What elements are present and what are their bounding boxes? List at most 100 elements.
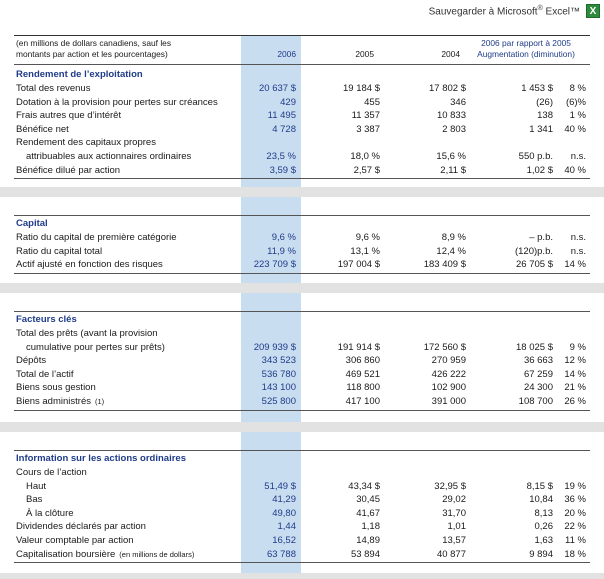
row-label: Dividendes déclarés par action	[16, 521, 146, 533]
cell-2004: 2,11 $	[440, 164, 466, 176]
header-col-2006: 2006	[277, 49, 296, 59]
cell-2005: 9,6 %	[355, 232, 380, 243]
header-units-line2: montants par action et les pourcentages)	[16, 49, 168, 59]
cell-2005: 11 357	[351, 110, 380, 122]
section-title: Rendement de l’exploitation	[16, 69, 143, 80]
cell-2004: 172 560 $	[423, 341, 466, 353]
table-row: Total des revenus 20 637 $ 19 184 $ 17 802 …	[0, 82, 604, 95]
cell-2004: 270 959	[431, 355, 466, 367]
cell-2005: 3 387	[356, 123, 380, 135]
row-label-group: Capitalisation boursière (en millions de …	[16, 548, 194, 561]
cell-2006: 63 788	[266, 548, 296, 560]
cell-2005: 191 914 $	[337, 341, 380, 353]
section-bottom-rule	[14, 409, 590, 411]
cell-2004: 102 900	[431, 382, 466, 394]
row-label: Biens sous gestion	[16, 382, 96, 394]
row-label: Total des prêts (avant la provision	[16, 328, 158, 339]
header-comparison-line1: 2006 par rapport à 2005	[481, 38, 571, 48]
cell-change-pct: 8 %	[569, 83, 586, 94]
cell-2004: 346	[450, 96, 466, 108]
row-label: Frais autres que d’intérêt	[16, 110, 122, 122]
cell-2006: 9,6 %	[271, 232, 296, 243]
cell-change-pct: n.s.	[570, 151, 586, 162]
cell-2006: 16,52	[272, 535, 296, 546]
cell-change: 8,13	[534, 507, 554, 519]
cell-2006: 429	[280, 96, 296, 108]
cell-change-pct: 12 %	[564, 355, 586, 367]
table-row: Ratio du capital total 11,9 % 13,1 % 12,4 %…	[0, 245, 604, 258]
row-label: Bas	[26, 494, 43, 506]
cell-change: 1,02 $	[526, 164, 553, 176]
cell-change-pct: 36 %	[564, 494, 586, 506]
cell-change-pct: 1 %	[569, 110, 586, 122]
cell-change-pct: 18 %	[564, 548, 586, 560]
cell-change: 1,63	[534, 535, 554, 546]
row-label: Total des revenus	[16, 83, 91, 94]
table-row: Total des prêts (avant la provision	[0, 327, 604, 340]
table-row: Frais autres que d’intérêt 11 495 11 357 10…	[0, 109, 604, 122]
cell-2006: 223 709 $	[253, 259, 296, 271]
cell-2005: 469 521	[345, 368, 380, 380]
header-col-2004: 2004	[441, 49, 460, 59]
cell-change: 24 300	[523, 382, 553, 394]
table-row: Haut 51,49 $ 43,34 $ 32,95 $ 8,15 $ 19 %	[0, 480, 604, 493]
registered-mark: ®	[537, 4, 543, 12]
header-comparison-line2: Augmentation (diminution)	[477, 49, 575, 59]
cell-2004: 17 802 $	[429, 83, 466, 94]
table-row: Cours de l’action	[0, 466, 604, 479]
cell-2005: 41,67	[356, 507, 380, 519]
table-row: À la clôture 49,80 41,67 31,70 8,13 20 %	[0, 507, 604, 520]
cell-change: (120)p.b.	[514, 245, 553, 257]
row-label: Actif ajusté en fonction des risques	[16, 259, 163, 271]
header-bottom-rule	[14, 64, 590, 65]
cell-2004: 391 000	[431, 396, 466, 407]
cell-change-pct: 11 %	[565, 535, 586, 546]
cell-2005: 197 004 $	[337, 259, 380, 271]
cell-change-pct: 14 %	[564, 259, 586, 271]
table-row: Bénéfice net 4 728 3 387 2 803 1 341 40 %	[0, 123, 604, 136]
cell-2006: 41,29	[272, 494, 296, 506]
cell-change-pct: 14 %	[564, 368, 586, 380]
save-to-excel-link[interactable]: Sauvegarder à Microsoft® Excel™	[429, 5, 580, 17]
cell-2004: 15,6 %	[436, 151, 466, 162]
cell-2004: 13,57	[442, 535, 466, 546]
cell-change: 18 025 $	[516, 341, 553, 353]
excel-export-bar: Sauvegarder à Microsoft® Excel™ X	[429, 3, 600, 19]
section-bottom-rule	[14, 178, 590, 180]
cell-2006: 11 495	[267, 110, 296, 122]
cell-change-pct: 21 %	[564, 382, 586, 394]
cell-2004: 31,70	[442, 507, 466, 519]
row-label: Biens administrés	[16, 396, 91, 407]
cell-change: 0,26	[534, 521, 554, 533]
cell-change: 9 894	[529, 548, 553, 560]
cell-change: – p.b.	[529, 232, 553, 243]
cell-2005: 306 860	[345, 355, 380, 367]
cell-2004: 29,02	[442, 494, 466, 506]
excel-icon[interactable]: X	[586, 4, 600, 18]
cell-change-pct: 9 %	[569, 341, 586, 353]
cell-change: 26 705 $	[516, 259, 553, 271]
cell-2006: 23,5 %	[266, 151, 296, 162]
row-label: Ratio du capital de première catégorie	[16, 232, 177, 243]
cell-change: (26)	[536, 96, 553, 108]
table-row: cumulative pour pertes sur prêts) 209 939…	[0, 341, 604, 354]
section-title: Information sur les actions ordinaires	[16, 453, 186, 464]
row-label: Dotation à la provision pour pertes sur …	[16, 96, 218, 108]
cell-change-pct: n.s.	[570, 232, 586, 243]
row-label: Capitalisation boursière	[16, 548, 116, 560]
header-units-label: (en millions de dollars canadiens, sauf …	[16, 38, 236, 60]
cell-2004: 426 222	[431, 368, 466, 380]
excel-label: Excel™	[542, 6, 580, 18]
cell-2005: 43,34 $	[348, 480, 380, 492]
table-row: Biens administrés (1) 525 800 417 100 391 00…	[0, 395, 604, 408]
row-label: attribuables aux actionnaires ordinaires	[26, 151, 192, 162]
header-col-2005: 2005	[355, 49, 374, 59]
cell-2006: 343 523	[261, 355, 296, 367]
cell-change: 10,84	[529, 494, 553, 506]
section-top-rule	[14, 311, 590, 312]
cell-2006: 536 780	[261, 368, 296, 380]
cell-2006: 4 728	[272, 123, 296, 135]
cell-2004: 2 803	[442, 123, 466, 135]
table-row: Actif ajusté en fonction des risques 223 …	[0, 258, 604, 271]
cell-change: 8,15 $	[526, 480, 553, 492]
